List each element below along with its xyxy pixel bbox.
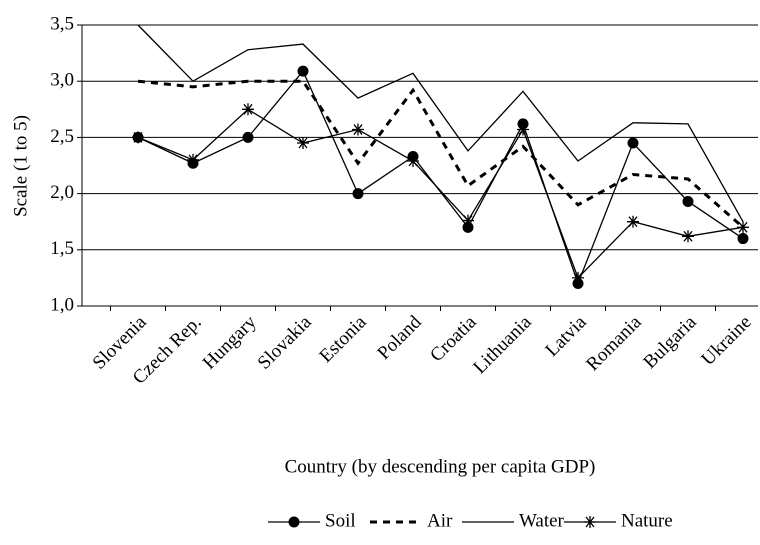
y-tick-label: 3,0 [50,70,74,91]
legend-label: Soil [325,510,356,531]
x-tick-label: Poland [373,311,426,364]
marker [572,271,584,284]
marker [132,131,144,144]
y-tick-label: 2,5 [50,126,74,147]
marker [462,214,474,227]
marker [297,137,309,150]
legend-label: Water [519,510,565,531]
marker [682,195,694,207]
marker [352,188,364,200]
legend-marker [288,516,300,528]
y-tick-label: 2,0 [50,182,74,203]
legend-label: Nature [621,510,673,531]
marker [737,221,749,234]
marker [242,131,254,143]
marker [352,123,364,136]
x-tick-label: Lithuania [469,311,536,378]
marker [297,65,309,77]
y-tick-label: 1,0 [50,294,74,315]
x-tick-label: Estonia [315,311,371,367]
legend-marker [584,516,596,528]
series-line [137,79,744,229]
marker [407,155,419,168]
x-tick-label: Hungary [199,311,261,373]
x-tick-label: Slovakia [254,311,316,373]
marker [627,215,639,228]
series-line [137,108,744,280]
marker [737,233,749,245]
marker [242,103,254,116]
legend-label: Air [427,510,453,531]
marker [187,153,199,166]
x-tick-label: Latvia [541,311,591,361]
x-tick-label: Ukraine [697,312,755,370]
marker [682,230,694,243]
x-tick-label: Romania [582,311,646,375]
series-line [137,69,744,286]
marker [517,123,529,136]
marker [627,137,639,149]
y-tick-label: 3,5 [50,13,74,34]
y-axis-title: Scale (1 to 5) [10,115,31,217]
x-tick-label: Croatia [426,311,481,366]
x-axis-title: Country (by descending per capita GDP) [285,456,596,477]
series-line [137,24,744,223]
x-tick-label: Bulgaria [639,311,701,373]
y-tick-label: 1,5 [50,238,74,259]
